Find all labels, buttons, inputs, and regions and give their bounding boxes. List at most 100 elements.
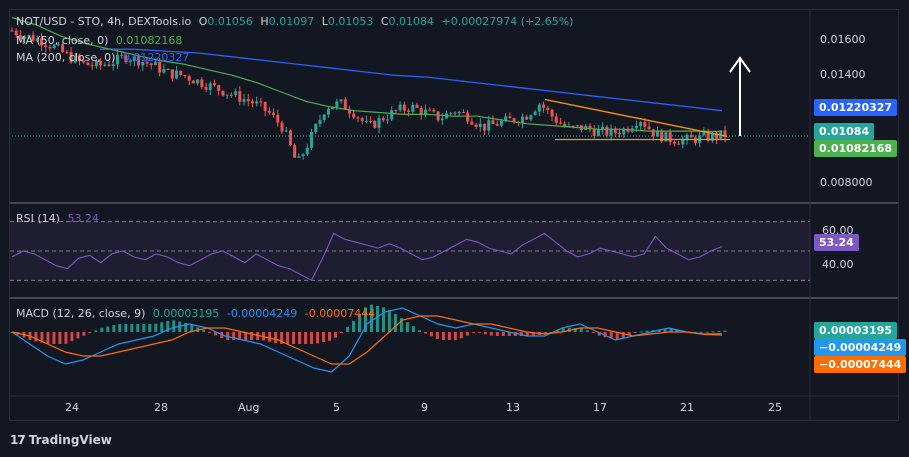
candle-body bbox=[183, 75, 187, 77]
macd-histogram-bar bbox=[717, 330, 721, 332]
candle-body bbox=[225, 94, 229, 96]
macd-hist-value: 0.00003195 bbox=[152, 307, 220, 320]
change-value: +0.00027974 (+2.65%) bbox=[441, 15, 574, 28]
macd-histogram-bar bbox=[585, 330, 589, 332]
macd-histogram-bar bbox=[274, 332, 278, 344]
candle-body bbox=[73, 55, 77, 63]
macd-histogram-bar bbox=[172, 320, 176, 332]
candle-body bbox=[115, 54, 119, 65]
candle-body bbox=[596, 129, 600, 136]
candle-body bbox=[348, 109, 352, 114]
macd-histogram-bar bbox=[94, 330, 98, 332]
tradingview-logo[interactable]: 17 TradingView bbox=[10, 433, 112, 447]
candle-body bbox=[82, 60, 86, 63]
candle-body bbox=[170, 69, 174, 79]
candle-body bbox=[162, 69, 166, 73]
candle-body bbox=[618, 132, 622, 135]
rsi-value-tag: 53.24 bbox=[814, 234, 859, 251]
rsi-line bbox=[11, 232, 723, 282]
ma50-legend[interactable]: MA (50, close, 0) 0.01082168 bbox=[16, 34, 186, 47]
candle-body bbox=[250, 101, 254, 104]
rsi-legend[interactable]: RSI (14) 53.24 bbox=[16, 212, 103, 225]
macd-label: MACD (12, 26, close, 9) bbox=[16, 307, 146, 320]
candle-body bbox=[487, 120, 491, 131]
candle-body bbox=[31, 35, 35, 41]
macd-histogram-bar bbox=[142, 324, 146, 332]
candle-body bbox=[107, 64, 111, 66]
price-tick-0.014: 0.01400 bbox=[820, 68, 866, 81]
time-tick-9: 9 bbox=[421, 401, 428, 414]
macd-legend[interactable]: MACD (12, 26, close, 9) 0.00003195 -0.00… bbox=[16, 307, 379, 320]
macd-histogram-bar bbox=[477, 332, 481, 333]
time-tick-28: 28 bbox=[154, 401, 168, 414]
macd-histogram-bar bbox=[399, 318, 403, 332]
macd-histogram-bar bbox=[238, 332, 242, 340]
macd-histogram-bar bbox=[447, 332, 451, 340]
macd-histogram-bar bbox=[615, 332, 619, 340]
candle-body bbox=[419, 107, 423, 115]
macd-histogram-bar bbox=[705, 331, 709, 333]
candle-body bbox=[69, 52, 73, 63]
macd-histogram-bar bbox=[136, 324, 140, 332]
macd-histogram-bar bbox=[411, 326, 415, 332]
macd-histogram-bar bbox=[561, 328, 565, 332]
candle-body bbox=[470, 121, 474, 125]
candle-body bbox=[491, 120, 495, 124]
candle-body bbox=[120, 54, 124, 56]
macd-histogram-bar bbox=[244, 332, 248, 340]
macd-histogram-bar bbox=[184, 322, 188, 332]
macd-histogram-bar bbox=[70, 332, 74, 342]
candle-body bbox=[504, 116, 508, 122]
macd-histogram-bar bbox=[316, 332, 320, 344]
candle-body bbox=[449, 112, 453, 114]
ma200-legend[interactable]: MA (200, close, 0) 0.01220327 bbox=[16, 51, 193, 64]
macd-signal-tag: −0.00007444 bbox=[814, 356, 907, 373]
candle-body bbox=[339, 99, 343, 102]
candle-body bbox=[685, 134, 689, 140]
macd-histogram-bar bbox=[160, 322, 164, 332]
macd-histogram-bar bbox=[124, 324, 128, 332]
macd-histogram-bar bbox=[375, 306, 379, 332]
candle-body bbox=[124, 55, 128, 63]
candle-body bbox=[65, 51, 69, 53]
candle-body bbox=[364, 120, 368, 122]
candle-body bbox=[52, 45, 56, 49]
macd-histogram-bar bbox=[669, 328, 673, 332]
candle-body bbox=[326, 109, 330, 115]
candle-body bbox=[529, 115, 533, 120]
macd-histogram-bar bbox=[40, 332, 44, 343]
candle-body bbox=[440, 118, 444, 121]
candle-body bbox=[56, 44, 60, 46]
candle-body bbox=[305, 147, 309, 155]
candle-body bbox=[86, 62, 90, 66]
macd-line bbox=[11, 307, 723, 373]
candle-body bbox=[259, 101, 263, 103]
candle-body bbox=[639, 122, 643, 127]
ma200-line bbox=[100, 48, 723, 112]
candle-body bbox=[141, 62, 145, 66]
macd-histogram-bar bbox=[358, 314, 362, 332]
candle-body bbox=[293, 145, 297, 158]
macd-histogram-bar bbox=[639, 331, 643, 333]
candle-body bbox=[267, 110, 271, 113]
candle-body bbox=[681, 139, 685, 145]
candle-body bbox=[411, 104, 415, 112]
macd-histogram-bar bbox=[441, 332, 445, 340]
macd-histogram-bar bbox=[52, 332, 56, 344]
candle-body bbox=[415, 104, 419, 108]
candle-body bbox=[335, 101, 339, 108]
candle-body bbox=[103, 64, 107, 66]
candle-body bbox=[499, 121, 503, 126]
candle-body bbox=[229, 94, 233, 96]
candle-body bbox=[284, 130, 288, 132]
candle-body bbox=[94, 60, 98, 67]
candle-body bbox=[360, 118, 364, 121]
candle-body bbox=[558, 122, 562, 124]
candle-body bbox=[272, 112, 276, 115]
candle-body bbox=[407, 110, 411, 112]
macd-histogram-bar bbox=[573, 328, 577, 332]
macd-histogram-bar bbox=[256, 332, 260, 340]
ma200-label: MA (200, close, 0) bbox=[16, 51, 116, 64]
candle-body bbox=[554, 116, 558, 123]
